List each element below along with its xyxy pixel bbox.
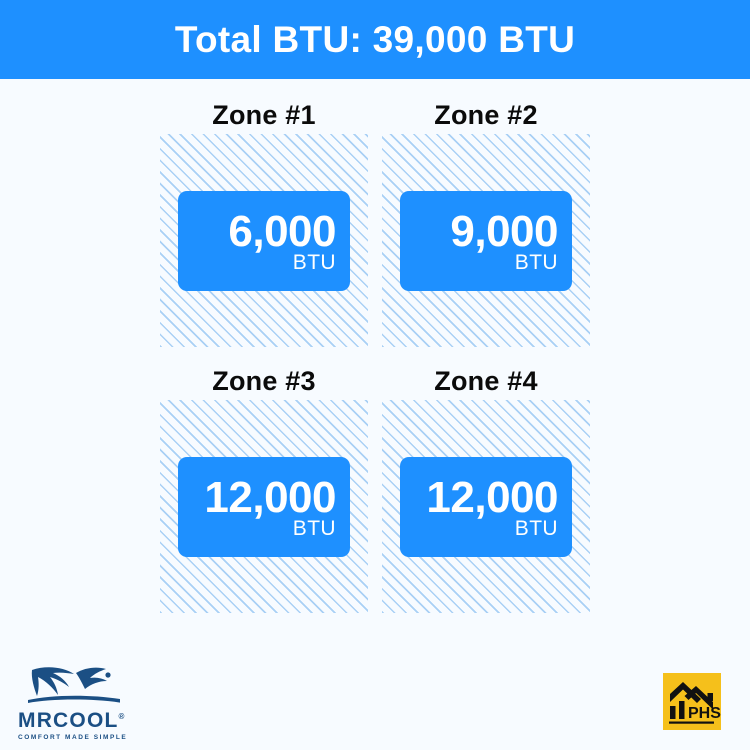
- btu-badge-2[interactable]: 9,000 BTU: [400, 190, 572, 291]
- mrcool-wordmark: MRCOOL®: [18, 707, 124, 731]
- btu-value-4: 12,000: [426, 473, 558, 522]
- phs-logo: PHS: [663, 673, 721, 730]
- btu-badge-1[interactable]: 6,000 BTU: [178, 190, 350, 291]
- zone-label-4: Zone #4: [434, 366, 538, 396]
- polar-bear-icon: [28, 667, 120, 703]
- btu-value-3: 12,000: [204, 473, 336, 522]
- zone-label-3: Zone #3: [212, 366, 316, 396]
- btu-value-1: 6,000: [228, 207, 336, 256]
- registered-trademark-icon: ®: [118, 712, 125, 721]
- zone-tile-1: 6,000 BTU: [160, 134, 368, 347]
- zone-tile-3: 12,000 BTU: [160, 400, 368, 613]
- btu-badge-3[interactable]: 12,000 BTU: [178, 456, 350, 557]
- btu-unit-3: BTU: [292, 517, 336, 540]
- zone-cell-4[interactable]: Zone #4 12,000 BTU: [382, 362, 590, 613]
- zone-row-bottom: Zone #3 12,000 BTU Zone #4 12,000 BTU: [160, 362, 590, 613]
- zone-cell-1[interactable]: Zone #1 6,000 BTU: [160, 96, 368, 347]
- zone-tile-2: 9,000 BTU: [382, 134, 590, 347]
- zone-label-1: Zone #1: [212, 100, 316, 130]
- zones-grid: Zone #1 6,000 BTU Zone #2 9,000 BTU Zone…: [160, 96, 590, 613]
- btu-unit-4: BTU: [514, 517, 558, 540]
- zone-label-2: Zone #2: [434, 100, 538, 130]
- phs-house-icon: PHS: [669, 682, 721, 724]
- header-banner: Total BTU: 39,000 BTU: [0, 0, 750, 79]
- zone-cell-3[interactable]: Zone #3 12,000 BTU: [160, 362, 368, 613]
- zone-cell-2[interactable]: Zone #2 9,000 BTU: [382, 96, 590, 347]
- btu-unit-1: BTU: [292, 251, 336, 274]
- btu-unit-2: BTU: [514, 251, 558, 274]
- phs-text: PHS: [688, 705, 721, 722]
- zone-tile-4: 12,000 BTU: [382, 400, 590, 613]
- mrcool-tagline: COMFORT MADE SIMPLE: [18, 734, 128, 741]
- zone-row-top: Zone #1 6,000 BTU Zone #2 9,000 BTU: [160, 96, 590, 347]
- page-title: Total BTU: 39,000 BTU: [174, 19, 576, 60]
- btu-value-2: 9,000: [450, 207, 558, 256]
- btu-badge-4[interactable]: 12,000 BTU: [400, 456, 572, 557]
- mrcool-wordmark-text: MRCOOL: [18, 709, 119, 732]
- mrcool-logo: MRCOOL® COMFORT MADE SIMPLE: [18, 664, 136, 741]
